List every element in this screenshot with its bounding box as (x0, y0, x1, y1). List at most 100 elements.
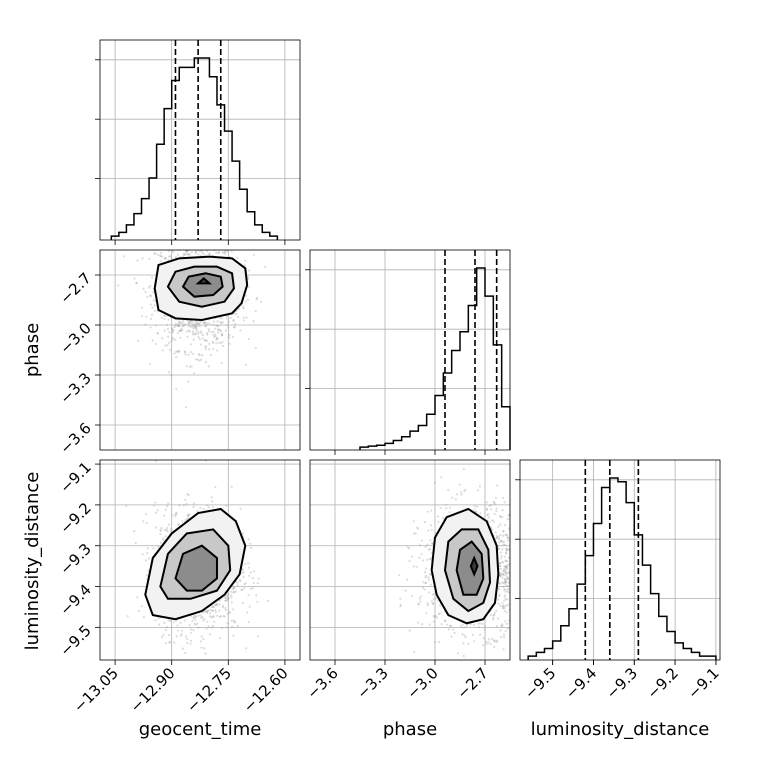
sample-point (498, 573, 502, 577)
sample-point (148, 257, 151, 260)
sample-point (252, 570, 256, 573)
sample-point (189, 642, 192, 645)
sample-point (228, 246, 230, 248)
sample-point (508, 556, 510, 560)
sample-point (455, 493, 459, 496)
sample-point (218, 603, 221, 606)
sample-point (164, 256, 167, 260)
y-tick-label-luminosity-distance-4: −9.1 (56, 458, 94, 496)
sample-point (193, 245, 195, 247)
sample-point (180, 632, 183, 635)
y-tick-label-luminosity-distance-0: −9.5 (56, 621, 94, 659)
sample-point (506, 589, 509, 592)
sample-point (177, 523, 180, 526)
sample-point (498, 538, 501, 541)
sample-point (501, 540, 504, 543)
sample-point (164, 628, 168, 632)
sample-point (232, 247, 234, 249)
sample-point (224, 607, 227, 610)
sample-point (181, 647, 185, 650)
sample-point (495, 507, 498, 510)
sample-point (195, 327, 198, 330)
sample-point (426, 510, 429, 513)
sample-point (152, 504, 156, 507)
sample-point (245, 647, 248, 650)
sample-point (204, 218, 206, 220)
sample-point (204, 325, 207, 328)
sample-point (203, 647, 206, 650)
sample-point (189, 639, 193, 643)
joint-panel-phase-vs-luminosity-distance (309, 459, 562, 661)
sample-point (508, 527, 510, 530)
sample-point (207, 609, 210, 612)
sample-point (208, 342, 211, 346)
sample-point (181, 242, 183, 244)
sample-point (199, 330, 202, 333)
sample-point (504, 590, 507, 594)
sample-point (445, 623, 449, 626)
sample-point (204, 460, 207, 462)
sample-point (513, 562, 515, 564)
sample-point (199, 640, 202, 643)
x-axis-geocent-time: −13.05 −12.90 −12.75 −12.60 (70, 660, 292, 716)
sample-point (428, 572, 431, 576)
sample-point (461, 623, 464, 626)
sample-point (444, 507, 448, 510)
x-tick-label-geocent-time-2: −12.75 (183, 664, 235, 716)
sample-point (165, 625, 169, 629)
sample-point (522, 606, 524, 608)
sample-point (433, 615, 436, 618)
sample-point (451, 496, 454, 499)
sample-point (207, 625, 210, 628)
sample-point (213, 335, 216, 339)
sample-point (239, 507, 242, 510)
sample-point (188, 193, 190, 195)
sample-point (495, 639, 499, 642)
sample-point (165, 529, 168, 532)
sample-point (211, 505, 215, 509)
sample-point (186, 493, 189, 496)
sample-point (503, 565, 506, 568)
sample-point (171, 336, 174, 339)
sample-point (500, 624, 503, 627)
sample-point (172, 219, 174, 221)
sample-point (208, 348, 211, 351)
sample-point (437, 521, 440, 524)
sample-point (206, 620, 209, 623)
sample-point (140, 605, 143, 608)
sample-point (505, 549, 508, 552)
sample-point (141, 553, 144, 556)
sample-point (481, 622, 484, 626)
sample-point (228, 336, 231, 339)
sample-point (177, 523, 180, 526)
joint-panel-geocent-time-vs-phase-frame (99, 249, 301, 451)
sample-point (230, 594, 233, 597)
sample-point (447, 488, 450, 492)
sample-point (502, 570, 505, 573)
sample-point (207, 506, 211, 509)
y-axis-label-luminosity-distance: luminosity_distance (22, 472, 43, 651)
sample-point (505, 565, 509, 569)
sample-point (144, 559, 148, 562)
sample-point (518, 549, 520, 551)
sample-point (167, 523, 171, 526)
sample-point (527, 548, 529, 550)
sample-point (421, 559, 425, 562)
sample-point (560, 622, 562, 624)
sample-point (506, 536, 509, 539)
sample-point (193, 326, 196, 329)
x-axis-label-phase: phase (383, 719, 437, 740)
sample-point (244, 259, 247, 262)
sample-point (195, 326, 198, 329)
sample-point (503, 588, 506, 592)
sample-point (212, 606, 215, 609)
sample-point (172, 250, 175, 253)
sample-point (502, 530, 505, 533)
sample-point (429, 583, 432, 586)
sample-point (499, 565, 502, 568)
sample-point (504, 620, 507, 623)
sample-point (221, 321, 224, 324)
histogram-geocent-time (110, 57, 279, 240)
sample-point (216, 221, 218, 223)
sample-point (249, 542, 252, 545)
